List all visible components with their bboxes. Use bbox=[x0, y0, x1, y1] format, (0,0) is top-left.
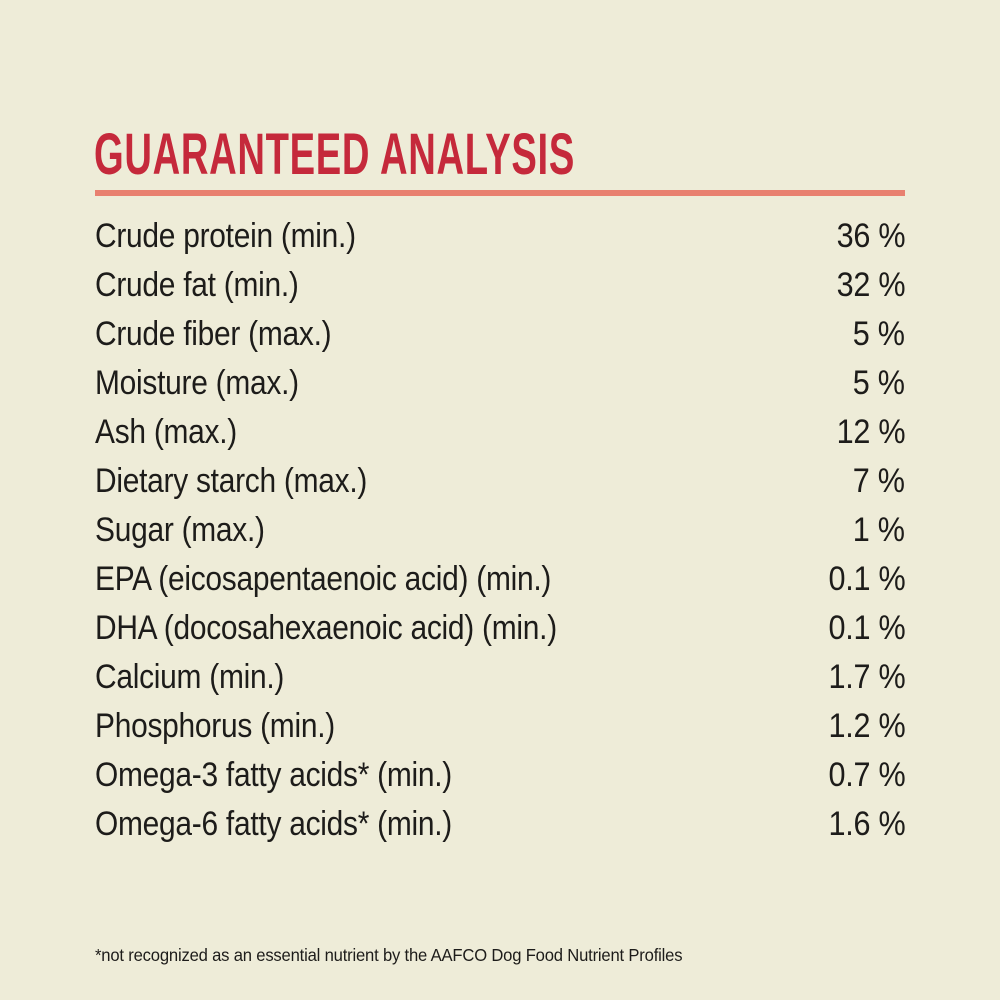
nutrient-value: 0.1 % bbox=[828, 560, 905, 598]
table-row: Calcium (min.) 1.7 % bbox=[95, 653, 905, 702]
page-title: GUARANTEED ANALYSIS bbox=[94, 121, 575, 188]
nutrient-value: 0.7 % bbox=[828, 756, 905, 794]
nutrient-value: 5 % bbox=[853, 315, 905, 353]
nutrient-label: Omega-3 fatty acids* (min.) bbox=[95, 756, 453, 794]
nutrient-label: Moisture (max.) bbox=[95, 364, 299, 402]
nutrient-value: 1.7 % bbox=[828, 658, 905, 696]
nutrient-value: 1 % bbox=[853, 511, 905, 549]
nutrient-label: Calcium (min.) bbox=[95, 658, 285, 696]
table-row: DHA (docosahexaenoic acid) (min.) 0.1 % bbox=[95, 604, 905, 653]
nutrient-value: 0.1 % bbox=[828, 609, 905, 647]
table-row: Crude fat (min.) 32 % bbox=[95, 261, 905, 310]
nutrient-label: Crude fiber (max.) bbox=[95, 315, 332, 353]
nutrient-table: Crude protein (min.) 36 % Crude fat (min.)… bbox=[95, 212, 905, 849]
nutrient-label: Omega-6 fatty acids* (min.) bbox=[95, 805, 453, 843]
table-row: Crude protein (min.) 36 % bbox=[95, 212, 905, 261]
title-divider bbox=[95, 190, 905, 196]
table-row: Ash (max.) 12 % bbox=[95, 408, 905, 457]
table-row: Omega-3 fatty acids* (min.) 0.7 % bbox=[95, 751, 905, 800]
nutrient-value: 1.2 % bbox=[828, 707, 905, 745]
nutrient-value: 1.6 % bbox=[828, 805, 905, 843]
table-row: Sugar (max.) 1 % bbox=[95, 506, 905, 555]
nutrient-label: Sugar (max.) bbox=[95, 511, 265, 549]
table-row: Omega-6 fatty acids* (min.) 1.6 % bbox=[95, 800, 905, 849]
nutrient-label: EPA (eicosapentaenoic acid) (min.) bbox=[95, 560, 552, 598]
nutrient-value: 36 % bbox=[836, 217, 905, 255]
nutrient-label: Phosphorus (min.) bbox=[95, 707, 335, 745]
nutrient-label: Crude fat (min.) bbox=[95, 266, 299, 304]
table-row: Phosphorus (min.) 1.2 % bbox=[95, 702, 905, 751]
footnote: *not recognized as an essential nutrient… bbox=[95, 945, 683, 965]
table-row: EPA (eicosapentaenoic acid) (min.) 0.1 % bbox=[95, 555, 905, 604]
table-row: Dietary starch (max.) 7 % bbox=[95, 457, 905, 506]
nutrient-label: DHA (docosahexaenoic acid) (min.) bbox=[95, 609, 557, 647]
nutrient-label: Ash (max.) bbox=[95, 413, 237, 451]
nutrient-label: Dietary starch (max.) bbox=[95, 462, 368, 500]
table-row: Moisture (max.) 5 % bbox=[95, 359, 905, 408]
nutrient-value: 12 % bbox=[836, 413, 905, 451]
nutrient-label: Crude protein (min.) bbox=[95, 217, 356, 255]
nutrient-value: 32 % bbox=[836, 266, 905, 304]
table-row: Crude fiber (max.) 5 % bbox=[95, 310, 905, 359]
nutrient-value: 7 % bbox=[853, 462, 905, 500]
nutrient-value: 5 % bbox=[853, 364, 905, 402]
